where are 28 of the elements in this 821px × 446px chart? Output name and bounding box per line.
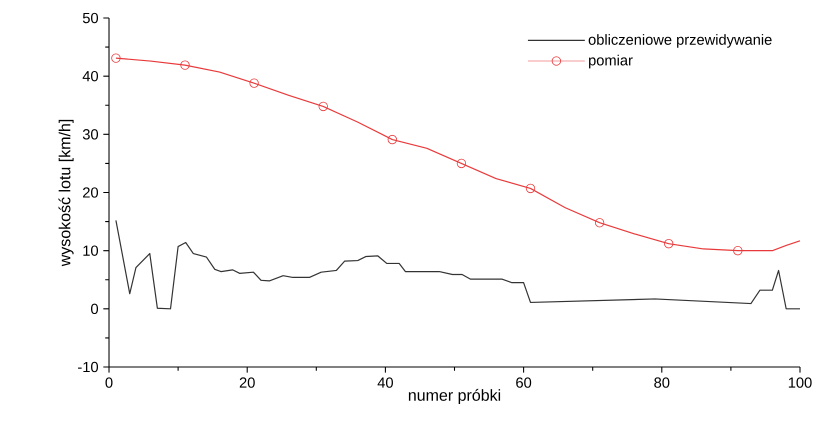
point — [456, 158, 466, 168]
point — [318, 102, 328, 112]
y-tick-label: 40 — [82, 70, 98, 82]
y-axis-title: wysokość lotu [km/h] — [58, 120, 74, 266]
y-tick-label: 10 — [83, 245, 98, 256]
y-tick-label: -10 — [78, 362, 98, 372]
line-series — [115, 220, 801, 310]
y-tick-label: 30 — [82, 129, 98, 140]
x-tick-label: 100 — [788, 377, 812, 388]
point — [111, 53, 121, 63]
point — [594, 218, 604, 228]
point — [526, 184, 536, 194]
x-tick-label: 0 — [105, 377, 112, 388]
legend-label: pomiar — [589, 54, 633, 68]
point — [733, 246, 742, 256]
x-tick-label: 60 — [516, 377, 532, 388]
point — [249, 78, 259, 88]
x-tick-label: 20 — [240, 377, 255, 388]
point — [180, 60, 190, 70]
y-tick-label: 20 — [83, 187, 98, 198]
x-tick-label: 40 — [378, 377, 393, 388]
legend-label: obliczeniowe przewidywanie — [588, 34, 772, 48]
point — [664, 239, 674, 248]
y-tick-label: 0 — [91, 304, 98, 314]
y-tick-label: 50 — [82, 12, 98, 24]
x-tick-label: 80 — [654, 377, 670, 388]
point — [388, 134, 397, 144]
x-axis-title: numer próbki — [408, 388, 500, 404]
